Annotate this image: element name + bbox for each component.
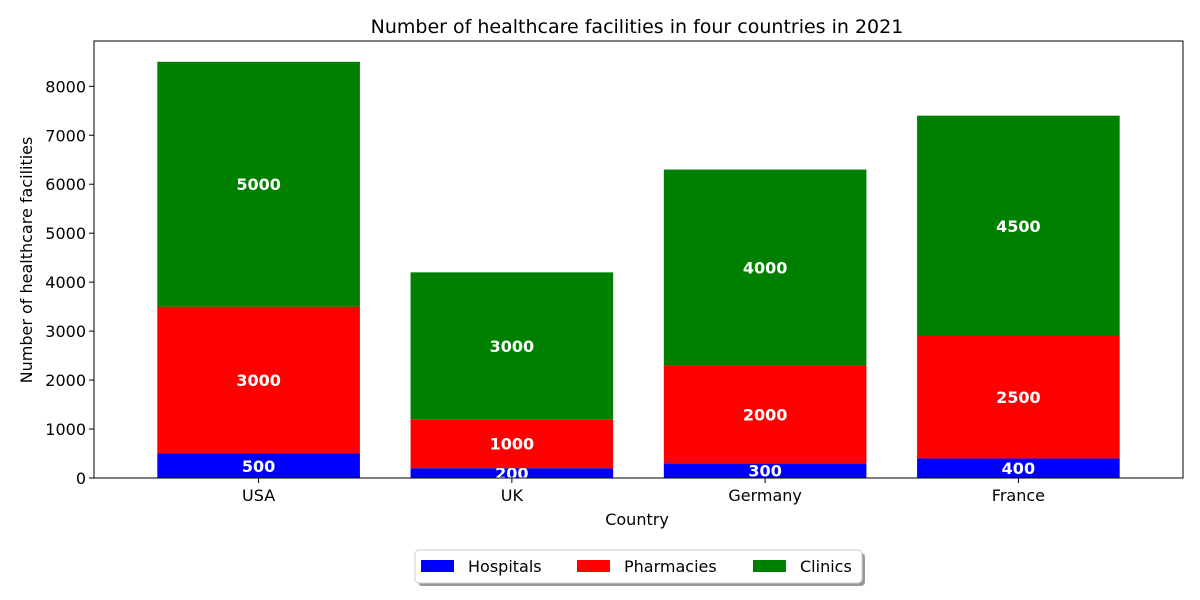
data-label-hospitals-france: 400 xyxy=(1002,459,1035,478)
x-axis: USA UK Germany France xyxy=(242,478,1045,505)
bar-pharmacies-germany xyxy=(663,365,867,464)
y-tick-label: 6000 xyxy=(45,175,86,194)
y-tick-label: 2000 xyxy=(45,371,86,390)
plot-frame xyxy=(93,40,1184,479)
bar-hospitals-usa xyxy=(157,453,360,478)
data-label-hospitals-germany: 300 xyxy=(748,462,781,481)
x-tick-label-germany: Germany xyxy=(728,486,802,505)
legend-label-clinics: Clinics xyxy=(800,557,852,576)
legend-label-hospitals: Hospitals xyxy=(468,557,542,576)
data-label-hospitals-usa: 500 xyxy=(242,457,275,476)
bar-pharmacies-france xyxy=(917,336,1120,459)
bar-pharmacies-usa xyxy=(157,306,360,454)
bar-clinics-germany xyxy=(663,169,867,366)
x-axis-title: Country xyxy=(605,510,669,529)
bar-clinics-uk xyxy=(410,272,614,420)
legend: Hospitals Pharmacies Clinics xyxy=(414,549,865,586)
data-label-clinics-france: 4500 xyxy=(996,217,1041,236)
legend-swatch-pharmacies xyxy=(577,560,610,572)
legend-box xyxy=(414,549,863,584)
y-axis: 0 1000 2000 3000 4000 5000 6000 7000 8000 xyxy=(45,77,94,488)
y-tick-label: 0 xyxy=(76,469,86,488)
bar-hospitals-germany xyxy=(663,463,867,478)
bar-clinics-usa xyxy=(157,61,360,307)
y-axis-title: Number of healthcare facilities xyxy=(17,137,36,384)
y-tick-label: 5000 xyxy=(45,224,86,243)
bar-pharmacies-uk xyxy=(410,419,614,469)
legend-label-pharmacies: Pharmacies xyxy=(624,557,717,576)
data-label-pharmacies-germany: 2000 xyxy=(743,405,788,424)
legend-swatch-hospitals xyxy=(421,560,454,572)
x-tick-label-usa: USA xyxy=(242,486,275,505)
data-label-pharmacies-uk: 1000 xyxy=(490,435,535,454)
y-tick-label: 3000 xyxy=(45,322,86,341)
data-label-pharmacies-france: 2500 xyxy=(996,388,1041,407)
bar-hospitals-uk xyxy=(410,468,614,478)
data-label-clinics-germany: 4000 xyxy=(743,258,788,277)
bar-clinics-france xyxy=(917,115,1120,337)
data-label-clinics-usa: 5000 xyxy=(236,175,281,194)
data-label-clinics-uk: 3000 xyxy=(490,337,535,356)
x-tick-label-france: France xyxy=(992,486,1045,505)
y-tick-label: 7000 xyxy=(45,126,86,145)
y-tick-label: 8000 xyxy=(45,77,86,96)
chart-title: Number of healthcare facilities in four … xyxy=(371,16,904,38)
y-tick-label: 1000 xyxy=(45,420,86,439)
legend-swatch-clinics xyxy=(753,560,786,572)
x-tick-label-uk: UK xyxy=(501,486,524,505)
data-label-pharmacies-usa: 3000 xyxy=(236,371,281,390)
plot-area: 5003000500020010003000300200040004002500… xyxy=(157,61,1120,483)
y-tick-label: 4000 xyxy=(45,273,86,292)
bar-hospitals-france xyxy=(917,458,1120,478)
